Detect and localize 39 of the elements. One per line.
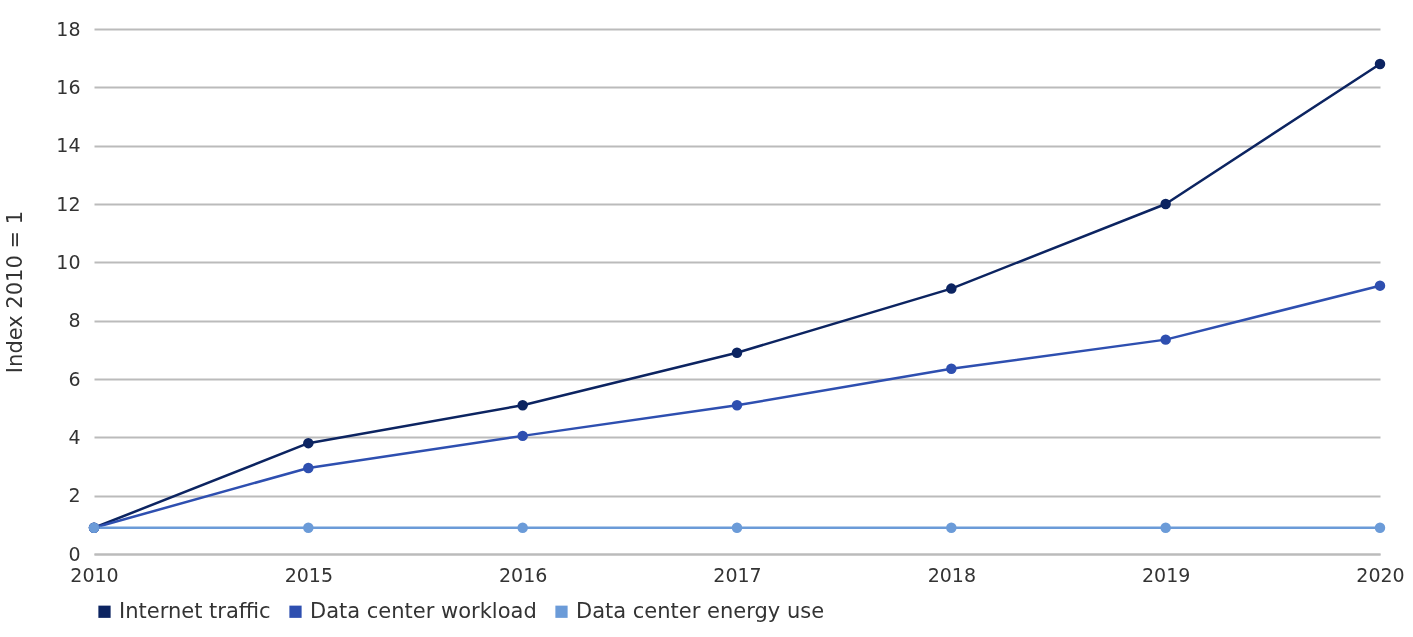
- point: [303, 437, 314, 449]
- point: [731, 347, 743, 358]
- y-tick-label: 8: [68, 309, 81, 332]
- point: [1374, 58, 1386, 70]
- legend-label: Data center workload: [310, 598, 537, 623]
- point: [517, 430, 528, 442]
- y-tick-label: 12: [56, 192, 81, 215]
- point: [1160, 334, 1171, 345]
- x-tick-label: 2018: [927, 563, 977, 586]
- y-tick-label: 14: [56, 134, 81, 157]
- legend-label: Data center energy use: [576, 598, 825, 623]
- point: [517, 522, 528, 533]
- point: [303, 522, 314, 533]
- x-tick-label: 2015: [284, 563, 334, 586]
- x-tick-label: 2017: [713, 563, 762, 586]
- x-tick-label: 2020: [1356, 563, 1405, 586]
- point: [946, 522, 957, 533]
- point: [1160, 522, 1171, 533]
- x-tick-label: 2010: [70, 563, 119, 586]
- point: [731, 400, 743, 411]
- y-axis-title: Index 2010 = 1: [3, 210, 28, 374]
- point: [731, 522, 743, 533]
- y-tick-label: 4: [68, 425, 81, 448]
- point: [946, 363, 957, 375]
- x-tick-label: 2016: [498, 563, 548, 586]
- y-tick-label: 16: [56, 75, 81, 98]
- point: [946, 283, 957, 294]
- point: [1374, 522, 1386, 533]
- y-tick-label: 18: [56, 17, 81, 40]
- legend-label: Internet traffic: [119, 598, 271, 623]
- y-tick-label: 6: [68, 367, 81, 390]
- point: [303, 462, 314, 474]
- y-tick-label: 0: [68, 542, 81, 565]
- point: [1374, 280, 1386, 291]
- y-tick-label: 10: [56, 250, 81, 273]
- y-tick-label: 2: [68, 484, 81, 507]
- point: [1160, 198, 1171, 210]
- point: [517, 400, 528, 411]
- x-tick-label: 2019: [1141, 563, 1191, 586]
